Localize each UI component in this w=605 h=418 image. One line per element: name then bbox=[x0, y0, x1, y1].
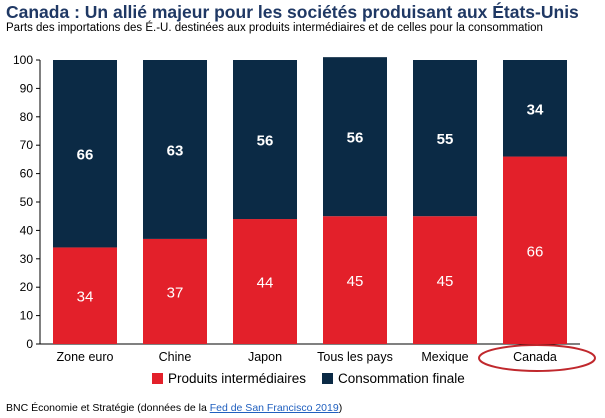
y-tick-label: 60 bbox=[20, 167, 34, 181]
data-label: 66 bbox=[77, 147, 94, 164]
bar-segment-consumption bbox=[143, 60, 207, 239]
legend-swatch-intermediate bbox=[152, 373, 163, 384]
bar-segment-intermediate bbox=[413, 216, 477, 344]
bar-segment-consumption bbox=[53, 60, 117, 248]
x-tick-label: Chine bbox=[159, 350, 192, 364]
x-tick-label: Mexique bbox=[421, 350, 468, 364]
y-tick-label: 10 bbox=[20, 309, 34, 323]
x-tick-label: Japon bbox=[248, 350, 282, 364]
y-tick-label: 0 bbox=[26, 337, 33, 351]
data-label: 34 bbox=[527, 101, 544, 118]
data-label: 45 bbox=[437, 273, 454, 290]
y-tick-label: 70 bbox=[20, 138, 34, 152]
bar-segment-intermediate bbox=[53, 247, 117, 344]
bar-segment-intermediate bbox=[503, 156, 567, 344]
bar-segment-intermediate bbox=[323, 216, 387, 344]
data-label: 55 bbox=[437, 131, 454, 148]
bar-segment-intermediate bbox=[143, 238, 207, 344]
legend-label-intermediate: Produits intermédiaires bbox=[168, 371, 306, 386]
source-suffix: ) bbox=[338, 402, 343, 414]
data-label: 44 bbox=[257, 275, 274, 292]
y-tick-label: 20 bbox=[20, 280, 34, 294]
bar-segment-intermediate bbox=[233, 219, 297, 344]
x-tick-label: Canada bbox=[513, 350, 557, 364]
source-link[interactable]: Fed de San Francisco 2019 bbox=[209, 402, 339, 414]
y-tick-label: 80 bbox=[20, 110, 34, 124]
x-tick-label: Tous les pays bbox=[317, 350, 393, 364]
data-label: 56 bbox=[257, 133, 274, 150]
data-label: 34 bbox=[77, 289, 94, 306]
data-label: 56 bbox=[347, 130, 364, 147]
highlight-ellipse bbox=[478, 344, 596, 372]
legend-swatch-consumption bbox=[322, 373, 333, 384]
chart-title: Canada : Un allié majeur pour les sociét… bbox=[6, 2, 579, 22]
source-prefix: BNC Économie et Stratégie (données de la bbox=[6, 402, 210, 414]
data-label: 63 bbox=[167, 142, 184, 159]
data-label: 37 bbox=[167, 284, 184, 301]
legend-label-consumption: Consommation finale bbox=[338, 371, 465, 386]
data-label: 45 bbox=[347, 273, 364, 290]
data-label: 66 bbox=[527, 243, 544, 260]
y-tick-label: 30 bbox=[20, 252, 34, 266]
y-tick-label: 50 bbox=[20, 195, 34, 209]
chart-subtitle: Parts des importations des É.-U. destiné… bbox=[6, 22, 543, 34]
x-tick-label: Zone euro bbox=[57, 350, 114, 364]
y-tick-label: 40 bbox=[20, 223, 34, 237]
bar-segment-consumption bbox=[233, 60, 297, 220]
y-tick-label: 100 bbox=[13, 53, 33, 67]
y-unit-label: % bbox=[43, 63, 52, 74]
bar-segment-consumption bbox=[413, 60, 477, 217]
y-tick-label: 90 bbox=[20, 81, 34, 95]
bar-segment-consumption bbox=[323, 57, 387, 217]
source-note: BNC Économie et Stratégie (données de la… bbox=[6, 402, 342, 414]
bar-segment-consumption bbox=[503, 60, 567, 157]
